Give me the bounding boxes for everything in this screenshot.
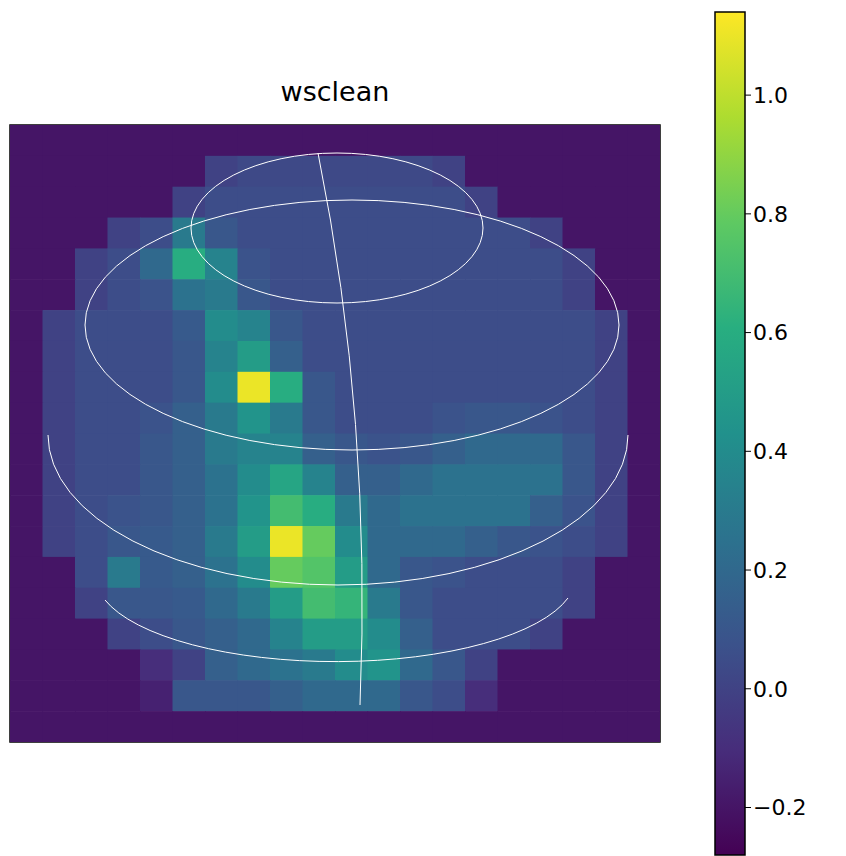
svg-text:0.6: 0.6 bbox=[753, 320, 788, 345]
svg-text:0.0: 0.0 bbox=[753, 677, 788, 702]
svg-text:0.2: 0.2 bbox=[753, 558, 788, 583]
html-text:wsclean: wsclean bbox=[280, 76, 390, 107]
svg-text:−0.2: −0.2 bbox=[753, 795, 806, 820]
svg-text:0.8: 0.8 bbox=[753, 202, 788, 227]
svg-text:0.4: 0.4 bbox=[753, 439, 788, 464]
svg-text:1.0: 1.0 bbox=[753, 83, 788, 108]
